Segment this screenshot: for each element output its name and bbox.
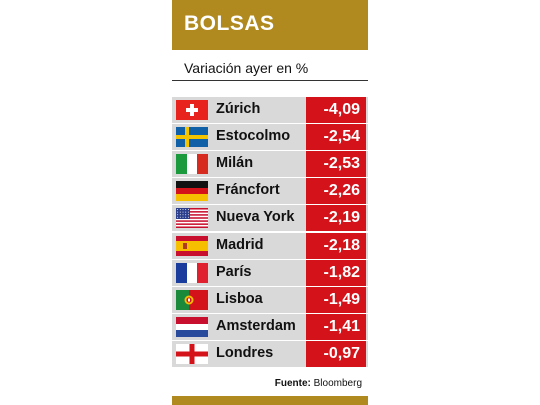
variation-value: -0,97	[306, 340, 366, 367]
spanish-flag-icon	[176, 235, 208, 256]
city-label: Zúrich	[216, 101, 261, 117]
table-row: Lisboa -1,49	[172, 286, 368, 313]
english-flag-icon	[176, 343, 208, 364]
table-row: Fráncfort -2,26	[172, 178, 368, 205]
city-label: París	[216, 263, 252, 280]
variation-value: -2,53	[306, 151, 366, 178]
table-row: Nueva York -2,19	[172, 205, 368, 232]
french-flag-icon	[176, 262, 208, 283]
variation-value: -4,09	[306, 97, 366, 123]
city-label: Madrid	[216, 236, 264, 253]
us-flag-icon	[176, 208, 208, 229]
city-label: Lisboa	[216, 290, 263, 307]
city-label: Milán	[216, 155, 254, 172]
table-row: Zúrich -4,09	[172, 97, 368, 123]
variation-value: -2,54	[306, 124, 366, 151]
table-row: Amsterdam -1,41	[172, 313, 368, 340]
city-label: Amsterdam	[216, 317, 296, 334]
city-label: Nueva York	[216, 209, 295, 226]
italian-flag-icon	[176, 154, 208, 175]
source-name: Bloomberg	[313, 378, 362, 389]
table-row: París -1,82	[172, 259, 368, 286]
city-label: Fráncfort	[216, 182, 280, 199]
city-label: Londres	[216, 344, 274, 361]
city-label: Estocolmo	[216, 128, 291, 145]
source-label: Fuente:	[274, 378, 311, 389]
footer-bar	[172, 396, 368, 405]
table-row: Madrid -2,18	[172, 232, 368, 259]
chart-title: BOLSAS	[184, 12, 275, 35]
swiss-flag-icon	[176, 100, 208, 120]
variation-value: -1,41	[306, 313, 366, 340]
swedish-flag-icon	[176, 127, 208, 148]
bolsas-panel: BOLSAS Variación ayer en % Zúrich -4,09 Es…	[172, 0, 368, 405]
variation-value: -2,26	[306, 178, 366, 205]
table-row: Londres -0,97	[172, 340, 368, 367]
table-row: Milán -2,53	[172, 151, 368, 178]
variation-value: -2,19	[306, 205, 366, 232]
header-bar: BOLSAS	[172, 0, 368, 50]
german-flag-icon	[176, 181, 208, 202]
variation-value: -1,82	[306, 259, 366, 286]
portuguese-flag-icon	[176, 289, 208, 310]
variation-value: -2,18	[306, 232, 366, 259]
dutch-flag-icon	[176, 316, 208, 337]
source-note: Fuente: Bloomberg	[275, 378, 362, 389]
table-row: Estocolmo -2,54	[172, 124, 368, 151]
subtitle-divider	[172, 80, 368, 81]
chart-subtitle: Variación ayer en %	[184, 60, 309, 76]
variation-value: -1,49	[306, 286, 366, 313]
